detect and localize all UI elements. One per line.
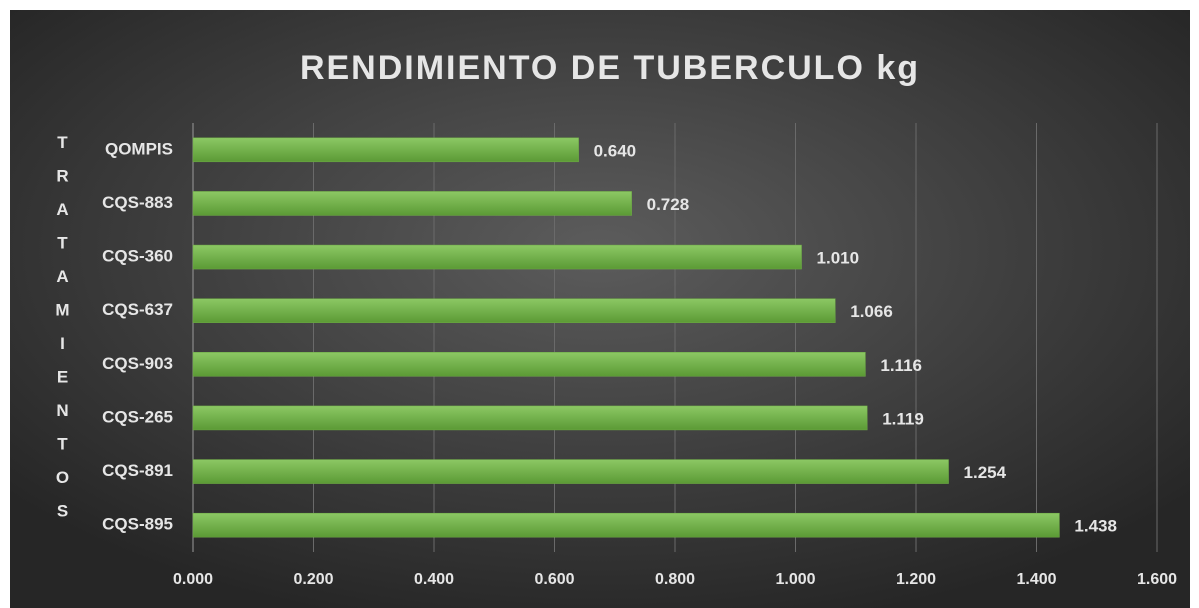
bar	[192, 352, 866, 377]
y-tick-label: CQS-895	[102, 515, 173, 534]
bar	[192, 298, 836, 323]
y-tick-label: CQS-637	[102, 300, 173, 319]
y-tick-label: QOMPIS	[105, 139, 173, 158]
data-label: 1.010	[817, 249, 860, 268]
chart-title: RENDIMIENTO DE TUBERCULO kg	[300, 49, 920, 87]
data-label: 1.066	[850, 302, 893, 321]
data-label: 0.640	[594, 141, 637, 160]
x-tick-label: 0.400	[414, 571, 454, 588]
data-label: 1.254	[964, 463, 1007, 482]
y-tick-label: CQS-360	[102, 247, 173, 266]
bar	[192, 405, 868, 431]
y-tick-label: CQS-903	[102, 354, 173, 373]
x-tick-label: 1.400	[1016, 571, 1056, 588]
x-tick-label: 0.600	[534, 571, 574, 588]
x-tick-label: 1.200	[896, 571, 936, 588]
data-label: 1.116	[880, 356, 922, 375]
y-tick-label: CQS-265	[102, 407, 173, 426]
y-tick-label: CQS-891	[102, 461, 173, 480]
bar	[192, 191, 632, 216]
y-tick-label: CQS-883	[102, 193, 173, 212]
bar	[192, 137, 579, 163]
x-tick-label: 0.200	[293, 571, 333, 588]
x-tick-label: 1.000	[775, 571, 815, 588]
bar	[192, 512, 1060, 538]
x-tick-label: 0.800	[655, 571, 695, 588]
data-label: 1.119	[882, 409, 924, 428]
x-tick-label: 0.000	[173, 571, 213, 588]
x-tick-label: 1.600	[1137, 571, 1177, 588]
y-axis-label: TRATAMIENTOS	[53, 133, 72, 535]
data-label: 0.728	[647, 195, 690, 214]
bar	[192, 244, 802, 270]
bar	[192, 459, 949, 484]
data-label: 1.438	[1074, 517, 1117, 536]
